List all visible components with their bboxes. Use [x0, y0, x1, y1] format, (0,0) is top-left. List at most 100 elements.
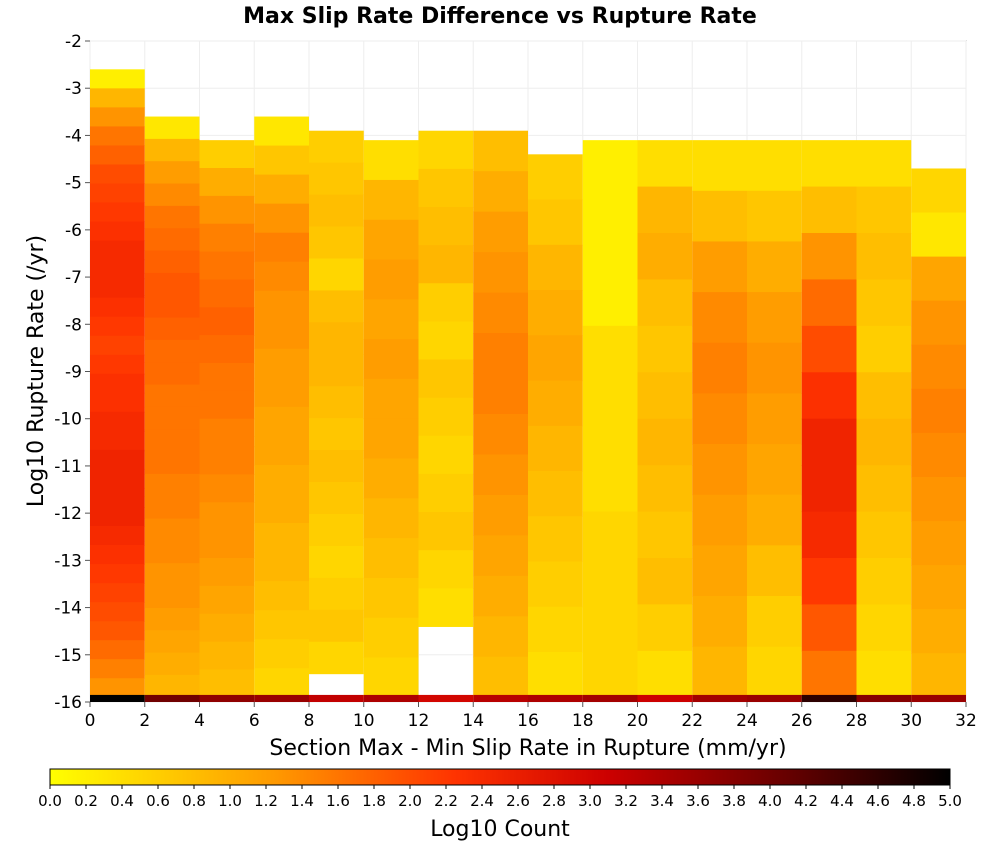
heatmap-cell — [90, 88, 145, 108]
heatmap-cell — [856, 186, 912, 234]
y-tick-label: -6 — [65, 221, 82, 241]
heatmap-cell — [254, 668, 309, 698]
heatmap-cell — [199, 251, 255, 280]
heatmap-cell — [911, 388, 966, 434]
heatmap-cell — [801, 279, 857, 327]
heatmap-cell — [90, 145, 145, 165]
heatmap-cell — [418, 283, 474, 322]
x-axis-ticks: 0 2 4 6 8 10 12 14 16 18 20 22 24 26 28 30 32 — [85, 702, 977, 731]
heatmap-cell — [90, 468, 145, 489]
heatmap-cell — [199, 168, 255, 197]
heatmap-cells — [90, 69, 966, 702]
colorbar-tick-label: 0.6 — [146, 792, 170, 810]
heatmap-cell — [90, 526, 145, 546]
heatmap-cell — [363, 179, 419, 221]
heatmap-cell — [144, 451, 200, 475]
heatmap-cell — [692, 342, 747, 394]
heatmap-cell — [747, 646, 802, 698]
x-tick-label: 30 — [900, 711, 922, 731]
heatmap-cell — [144, 429, 200, 453]
heatmap-cell — [363, 498, 419, 539]
y-tick-label: -10 — [54, 410, 82, 430]
heatmap-cell — [90, 183, 145, 204]
heatmap-cell — [856, 694, 912, 702]
heatmap-cell — [199, 390, 255, 420]
heatmap-cell — [199, 557, 255, 587]
colorbar-tick-label: 3.2 — [614, 792, 638, 810]
heatmap-cell — [637, 650, 693, 698]
x-tick-label: 16 — [517, 711, 539, 731]
heatmap-cell — [309, 130, 364, 164]
colorbar-tick-label: 3.4 — [650, 792, 674, 810]
heatmap-cell — [911, 521, 966, 566]
heatmap-cell — [637, 372, 693, 420]
heatmap-cell — [90, 545, 145, 565]
x-tick-label: 28 — [846, 711, 868, 731]
heatmap-cell — [528, 335, 583, 382]
heatmap-cell — [144, 694, 200, 702]
heatmap-cell — [90, 411, 145, 432]
heatmap-cell — [90, 564, 145, 584]
heatmap-cell — [90, 240, 145, 261]
heatmap-cell — [747, 241, 802, 293]
heatmap-cell — [199, 694, 255, 702]
heatmap-cell — [199, 613, 255, 643]
heatmap-cell — [418, 588, 474, 627]
y-tick-label: -15 — [54, 646, 82, 666]
heatmap-cell — [309, 322, 364, 355]
heatmap-cell — [528, 652, 583, 698]
colorbar — [49, 768, 951, 786]
heatmap-cell — [692, 292, 747, 344]
heatmap-cell — [801, 372, 857, 420]
heatmap-cell — [856, 418, 912, 466]
colorbar-tick-label: 4.8 — [902, 792, 926, 810]
heatmap-cell — [363, 339, 419, 380]
x-tick-label: 32 — [955, 711, 977, 731]
heatmap-cell — [801, 650, 857, 698]
heatmap-cell — [692, 694, 747, 702]
heatmap-cell — [747, 595, 802, 648]
heatmap-cell — [911, 653, 966, 698]
heatmap-cell — [582, 694, 638, 702]
heatmap-cell — [747, 545, 802, 597]
colorbar-tick-label: 5.0 — [938, 792, 962, 810]
heatmap-cell — [637, 140, 693, 188]
colorbar-tick-label: 3.6 — [686, 792, 710, 810]
heatmap-cell — [473, 211, 528, 253]
heatmap-cell — [363, 140, 419, 181]
heatmap-cell — [418, 130, 474, 170]
y-tick-label: -13 — [54, 551, 82, 571]
heatmap-cell — [637, 465, 693, 513]
y-tick-label: -9 — [65, 363, 82, 383]
heatmap-cell — [528, 380, 583, 427]
heatmap-cell — [911, 609, 966, 654]
y-tick-label: -3 — [65, 79, 82, 99]
heatmap-cell — [528, 154, 583, 201]
heatmap-cell — [363, 219, 419, 261]
heatmap-cell — [199, 363, 255, 392]
colorbar-tick-label: 1.6 — [326, 792, 350, 810]
y-axis-label: Log10 Rupture Rate (/yr) — [24, 235, 49, 507]
y-tick-label: -8 — [65, 315, 82, 335]
heatmap-cell — [90, 678, 145, 698]
heatmap-cell — [637, 694, 693, 702]
heatmap-cell — [856, 650, 912, 698]
heatmap-cell — [801, 511, 857, 559]
heatmap-cell — [144, 406, 200, 430]
heatmap-cell — [254, 377, 309, 408]
chart-title: Max Slip Rate Difference vs Rupture Rate — [243, 4, 757, 29]
heatmap-cell — [254, 348, 309, 379]
heatmap-cell — [856, 140, 912, 188]
heatmap-cell — [911, 300, 966, 346]
heatmap-cell — [144, 339, 200, 363]
heatmap-cell — [309, 694, 364, 702]
heatmap-cell — [309, 609, 364, 643]
heatmap-cell — [90, 373, 145, 394]
heatmap-cell — [90, 69, 145, 89]
heatmap-cell — [363, 259, 419, 300]
heatmap-cell — [144, 630, 200, 654]
colorbar-tick-label: 4.4 — [830, 792, 854, 810]
heatmap-cell — [911, 212, 966, 258]
heatmap-cell — [254, 639, 309, 669]
heatmap-cell — [363, 617, 419, 658]
